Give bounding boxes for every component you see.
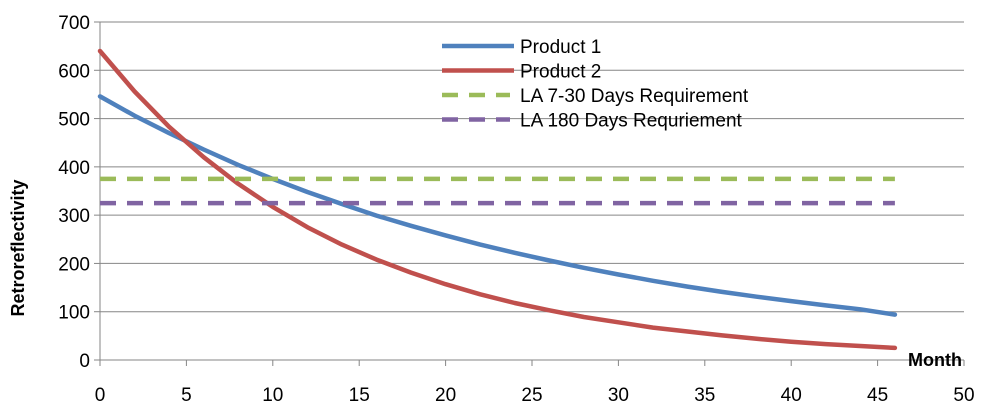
legend-label: LA 7-30 Days Requirement — [520, 86, 749, 107]
y-tick-label: 0 — [79, 351, 90, 372]
series-lines — [97, 48, 898, 351]
y-tick-label: 300 — [58, 206, 90, 227]
legend-label: Product 1 — [520, 37, 601, 58]
series-line-1 — [97, 94, 898, 317]
y-tick-label: 600 — [58, 61, 90, 82]
legend: Product 1 Product 2 LA 7-30 Days Requireme… — [442, 37, 749, 132]
y-tick-label: 100 — [58, 303, 90, 324]
legend-item-3: LA 7-30 Days Requirement — [442, 86, 749, 107]
legend-label: Product 2 — [520, 62, 601, 83]
legend-item-4: LA 180 Days Requriement — [442, 111, 743, 132]
x-tick-label: 40 — [781, 385, 802, 406]
x-tick-label: 30 — [608, 385, 629, 406]
series-line-2 — [97, 48, 898, 351]
legend-label: LA 180 Days Requriement — [520, 111, 743, 132]
x-tick-label: 10 — [262, 385, 283, 406]
x-tick-label: 5 — [181, 385, 192, 406]
x-tick-label: 0 — [95, 385, 106, 406]
x-tick-label: 50 — [953, 385, 974, 406]
y-tick-label: 400 — [58, 158, 90, 179]
axes: 0 100 200 300 400 500 600 700 0 5 10 15 20 25 30 35 40 45… — [58, 13, 974, 406]
x-tick-label: 45 — [867, 385, 888, 406]
x-tick-label: 20 — [435, 385, 456, 406]
y-tick-label: 700 — [58, 13, 90, 34]
legend-item-1: Product 1 — [442, 37, 601, 58]
y-axis-title: Retroreflectivity — [8, 179, 28, 316]
x-axis-title: Month — [908, 350, 962, 370]
y-tick-label: 500 — [58, 110, 90, 131]
y-tick-label: 200 — [58, 254, 90, 275]
x-tick-label: 35 — [694, 385, 715, 406]
legend-item-2: Product 2 — [442, 62, 601, 83]
x-tick-label: 15 — [349, 385, 370, 406]
x-tick-label: 25 — [521, 385, 542, 406]
